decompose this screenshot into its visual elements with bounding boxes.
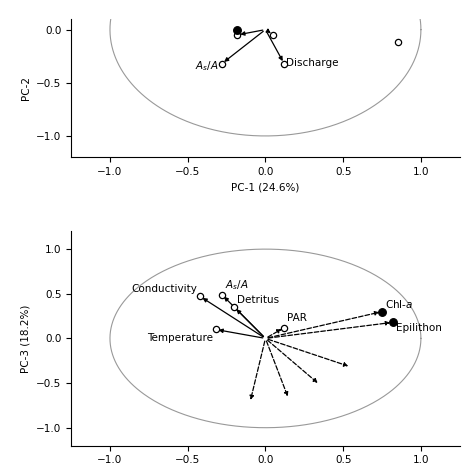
Text: $A_s/A$: $A_s/A$ xyxy=(195,59,219,73)
Y-axis label: PC-2: PC-2 xyxy=(20,76,30,100)
Text: Discharge: Discharge xyxy=(286,58,338,68)
Text: Epilithon: Epilithon xyxy=(396,323,442,333)
Text: Temperature: Temperature xyxy=(146,333,212,343)
Text: Chl-$\mathit{a}$: Chl-$\mathit{a}$ xyxy=(385,298,413,310)
X-axis label: PC-1 (24.6%): PC-1 (24.6%) xyxy=(231,182,300,192)
Text: PAR: PAR xyxy=(287,313,307,323)
Text: Conductivity: Conductivity xyxy=(131,284,197,294)
Text: $A_s/A$: $A_s/A$ xyxy=(225,278,249,292)
Text: Detritus: Detritus xyxy=(237,295,280,305)
Y-axis label: PC-3 (18.2%): PC-3 (18.2%) xyxy=(20,304,30,373)
